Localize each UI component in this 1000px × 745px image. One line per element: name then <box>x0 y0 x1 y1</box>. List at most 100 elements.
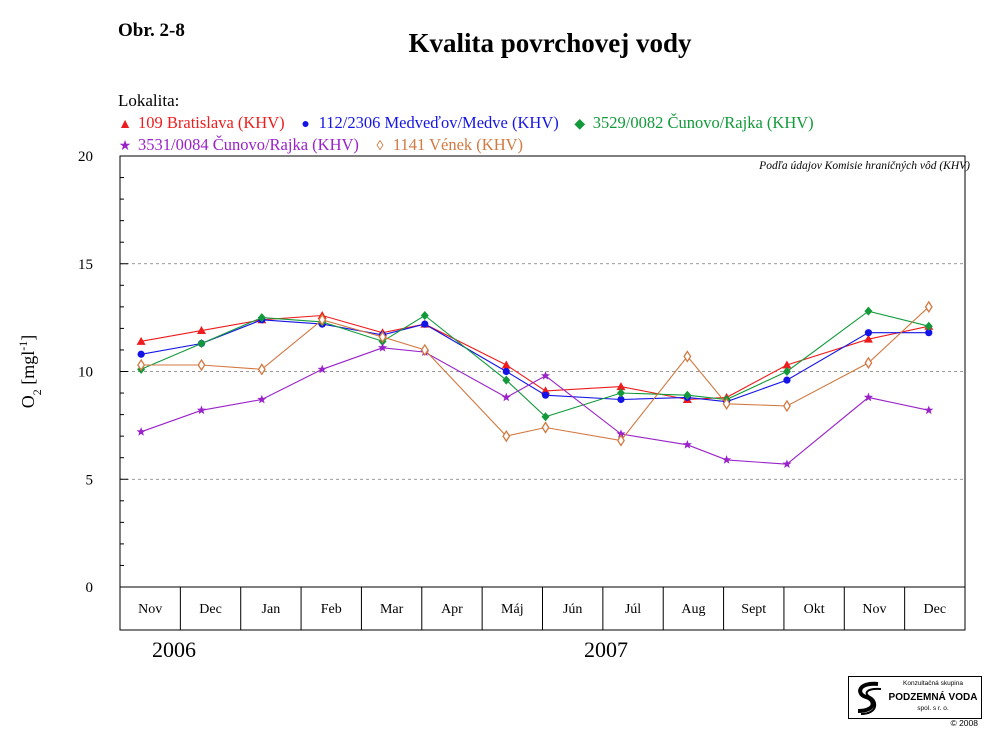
data-point <box>257 394 267 404</box>
data-point <box>864 329 873 337</box>
x-tick-label: Dec <box>199 602 222 617</box>
logo-name: PODZEMNÁ VODA <box>888 692 978 703</box>
figure-label: Obr. 2-8 <box>118 20 185 41</box>
data-point <box>502 429 511 443</box>
x-tick-label: Máj <box>501 602 524 617</box>
data-point <box>924 321 933 331</box>
data-point <box>722 455 732 464</box>
x-tick-label: Okt <box>804 602 825 617</box>
data-point <box>501 392 511 402</box>
x-tick-label: Júl <box>625 602 641 617</box>
data-point <box>137 358 146 372</box>
y-axis-label: O2 [mgl-1] <box>16 335 44 409</box>
legend-item: ● 112/2306 Medveďov/Medve (KHV) <box>299 113 559 133</box>
legend-hollow-diamond-icon: ◊ <box>376 139 384 154</box>
series-line <box>141 306 930 442</box>
series-line <box>141 314 929 401</box>
data-point <box>722 397 731 411</box>
series-line <box>140 310 929 418</box>
x-tick-label: Apr <box>441 602 463 617</box>
data-point <box>502 375 511 385</box>
data-point <box>782 399 791 413</box>
chart-title: Kvalita povrchovej vody <box>408 28 692 58</box>
data-point <box>863 392 873 402</box>
legend-label: 3531/0084 Čunovo/Rajka (KHV) <box>138 135 359 154</box>
data-point <box>541 412 550 422</box>
data-point <box>196 405 207 415</box>
data-point <box>541 391 550 399</box>
data-point <box>782 459 792 469</box>
data-point <box>540 371 551 380</box>
y-tick-label: 0 <box>86 580 94 596</box>
x-tick-label: Jún <box>563 602 582 617</box>
legend-label: 3529/0082 Čunovo/Rajka (KHV) <box>592 113 814 132</box>
year-label-2006: 2006 <box>152 637 196 662</box>
series-line <box>140 347 929 465</box>
data-point <box>317 364 327 374</box>
series-group <box>137 306 933 422</box>
x-tick-label: Jan <box>262 602 281 617</box>
legend-item: ▲ 109 Bratislava (KHV) <box>118 113 285 133</box>
data-point <box>617 395 625 404</box>
data-point <box>782 360 792 369</box>
data-point <box>137 350 145 358</box>
legend-heading: Lokalita: <box>118 91 180 110</box>
year-label-2007: 2007 <box>584 637 628 662</box>
data-point <box>257 313 266 323</box>
legend-row-2: ★ 3531/0084 Čunovo/Rajka (KHV) ◊ 1141 Vének… <box>118 135 537 155</box>
x-tick-label: Aug <box>681 602 705 617</box>
legend-label: 109 Bratislava (KHV) <box>138 113 285 132</box>
data-point <box>541 421 550 434</box>
data-point <box>318 313 327 326</box>
legend-diamond-icon: ◆ <box>574 117 586 132</box>
y-tick-label: 20 <box>78 149 93 165</box>
data-point <box>616 434 625 447</box>
legend-row-1: ▲ 109 Bratislava (KHV) ● 112/2306 Medveďov/… <box>118 113 828 133</box>
legend-label: 112/2306 Medveďov/Medve (KHV) <box>318 113 559 132</box>
data-point <box>616 382 626 391</box>
series-group <box>137 300 933 447</box>
x-tick-label: Mar <box>380 602 404 617</box>
legend-triangle-icon: ▲ <box>118 117 132 132</box>
data-point <box>863 334 873 343</box>
x-tick-label: Dec <box>924 602 947 617</box>
data-point <box>783 376 791 384</box>
logo-sub-text: spol. s r. o. <box>917 705 949 712</box>
data-point <box>196 326 206 335</box>
data-point <box>616 388 625 398</box>
data-point <box>377 343 388 352</box>
data-point <box>197 358 206 372</box>
data-point <box>683 390 692 400</box>
data-point <box>197 338 206 348</box>
x-tick-label: Sept <box>741 602 766 617</box>
data-point <box>501 360 511 369</box>
company-logo: Konzultačná skupina PODZEMNÁ VODA spol. … <box>848 676 982 719</box>
copyright: © 2008 <box>950 718 978 728</box>
data-point <box>420 343 429 357</box>
data-point <box>616 429 626 438</box>
legend-label: 1141 Vének (KHV) <box>392 135 524 154</box>
legend-item: ◊ 1141 Vének (KHV) <box>373 135 523 155</box>
x-tick-label: Feb <box>321 602 342 617</box>
data-point <box>421 320 429 328</box>
data-point <box>682 439 692 449</box>
logo-small-text: Konzultačná skupina <box>903 680 963 687</box>
data-point <box>502 367 510 376</box>
y-tick-label: 15 <box>78 257 93 273</box>
data-point <box>420 310 429 320</box>
y-tick-label: 10 <box>78 365 93 381</box>
legend-item: ★ 3531/0084 Čunovo/Rajka (KHV) <box>118 135 359 155</box>
y-tick-label: 5 <box>86 472 94 488</box>
data-point <box>257 363 266 376</box>
x-tick-label: Nov <box>862 602 886 617</box>
legend-star-icon: ★ <box>118 139 132 154</box>
data-point <box>925 329 933 337</box>
logo-mark-icon <box>857 681 882 715</box>
series-line <box>141 319 929 403</box>
x-tick-label: Nov <box>138 602 162 617</box>
source-note: Podľa údajov Komisie hraničných vôd (KHV… <box>759 160 970 172</box>
legend-item: ◆ 3529/0082 Čunovo/Rajka (KHV) <box>573 113 814 133</box>
data-point <box>378 330 387 344</box>
data-point <box>782 367 791 376</box>
